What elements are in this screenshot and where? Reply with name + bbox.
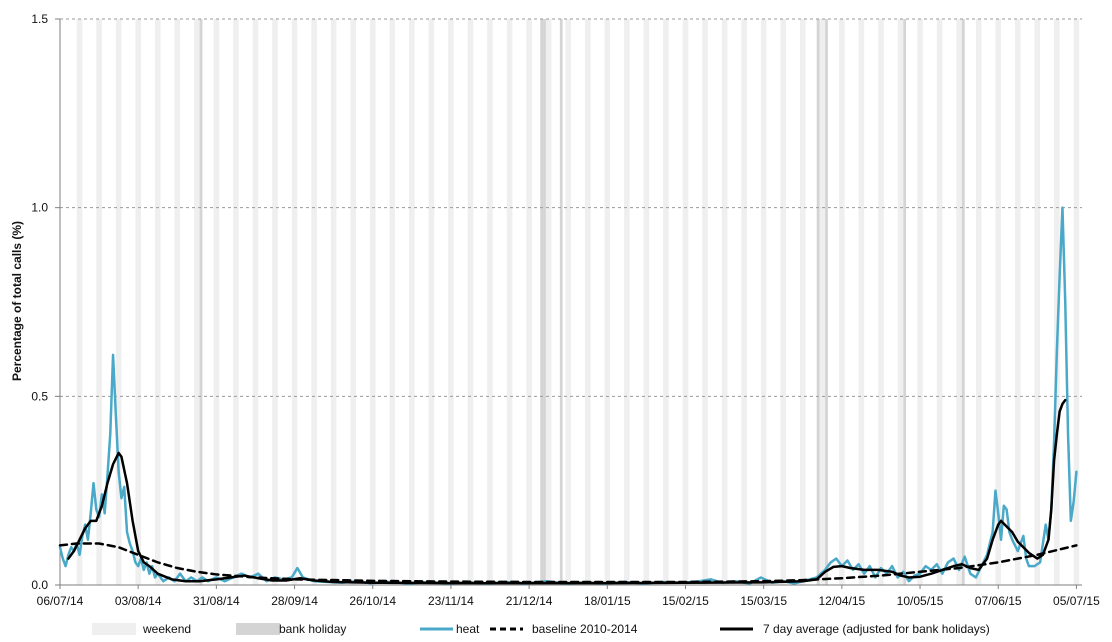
y-axis-title: Percentage of total calls (%) <box>10 221 24 381</box>
weekend-band <box>858 19 865 585</box>
weekend-band <box>487 19 493 585</box>
x-tick-label: 12/04/15 <box>818 594 865 608</box>
x-tick-label: 05/07/15 <box>1053 594 1100 608</box>
legend-label: bank holiday <box>279 622 346 636</box>
weekend-band <box>878 19 884 585</box>
series-line-2 <box>67 398 1067 585</box>
x-tick-label: 26/10/14 <box>349 594 396 608</box>
weekend-band <box>721 19 728 585</box>
series-line-1 <box>58 542 1078 584</box>
y-tick-label: 0.0 <box>31 578 48 592</box>
x-tick-label: 15/03/15 <box>740 594 787 608</box>
weekend-band <box>995 19 1002 585</box>
bank-holiday-band <box>543 19 546 585</box>
x-tick-label: 07/06/15 <box>975 594 1022 608</box>
legend-swatch <box>236 623 280 635</box>
axes <box>55 18 1082 589</box>
weekend-band <box>819 19 826 585</box>
weekend-band <box>1073 19 1080 585</box>
weekend-band <box>154 19 161 585</box>
x-tick-label: 15/02/15 <box>662 594 709 608</box>
bank-holiday-band <box>825 19 828 585</box>
weekend-band <box>780 19 787 585</box>
legend-swatch <box>92 623 136 635</box>
legend-label: 7 day average (adjusted for bank holiday… <box>763 622 990 636</box>
weekend-band <box>682 19 689 585</box>
y-tick-label: 0.5 <box>31 389 48 403</box>
weekend-band <box>643 19 650 585</box>
weekend-band <box>545 19 552 585</box>
weekend-band <box>233 19 239 585</box>
series-lines <box>58 206 1078 585</box>
weekend-band <box>369 19 376 585</box>
x-tick-labels: 06/07/14 03/08/14 31/08/14 28/09/14 26/10/14… <box>37 594 1100 608</box>
weekend-band <box>526 19 532 585</box>
weekend-band <box>76 19 83 585</box>
weekend-band <box>1034 19 1041 585</box>
weekend-band <box>917 19 923 585</box>
x-tick-label: 23/11/14 <box>428 594 474 608</box>
weekend-band <box>467 19 474 585</box>
weekend-band <box>330 19 337 585</box>
weekend-band <box>565 19 571 585</box>
weekend-band <box>799 19 806 585</box>
weekend-band <box>506 19 513 585</box>
weekend-band <box>956 19 962 585</box>
weekend-band <box>897 19 904 585</box>
weekend-band <box>213 19 220 585</box>
y-tick-labels: 0.0 0.5 1.0 1.5 <box>31 12 48 592</box>
x-tick-label: 10/05/15 <box>897 594 944 608</box>
weekend-band <box>428 19 435 585</box>
weekend-band <box>584 19 591 585</box>
x-tick-label: 21/12/14 <box>506 594 553 608</box>
weekend-band <box>1054 19 1060 585</box>
weekend-band <box>604 19 611 585</box>
weekend-band <box>409 19 415 585</box>
weekend-band <box>741 19 747 585</box>
bank-holiday-band <box>961 19 965 585</box>
weekend-band <box>350 19 356 585</box>
weekend-band <box>663 19 669 585</box>
legend-label: baseline 2010-2014 <box>532 622 638 636</box>
weekend-band <box>624 19 630 585</box>
legend: weekend bank holiday heat baseline 2010-201… <box>92 622 990 636</box>
x-tick-label: 03/08/14 <box>115 594 162 608</box>
x-tick-label: 18/01/15 <box>584 594 631 608</box>
gridlines <box>60 18 1082 397</box>
x-tick-label: 31/08/14 <box>193 594 240 608</box>
x-tick-label: 28/09/14 <box>271 594 318 608</box>
legend-label: heat <box>456 622 480 636</box>
weekend-band <box>252 19 259 585</box>
weekend-band <box>311 19 317 585</box>
weekend-band <box>936 19 943 585</box>
weekend-band <box>272 19 278 585</box>
weekend-band <box>975 19 982 585</box>
bank-holiday-band <box>199 19 203 585</box>
y-tick-label: 1.0 <box>31 201 48 215</box>
bank-holiday-band <box>540 19 544 585</box>
weekend-band <box>1014 19 1021 585</box>
legend-label: weekend <box>142 622 191 636</box>
y-tick-label: 1.5 <box>31 12 48 26</box>
weekend-band <box>760 19 767 585</box>
weekend-band <box>702 19 708 585</box>
weekend-band <box>839 19 845 585</box>
bank-holiday-band <box>816 19 820 585</box>
weekend-band <box>194 19 200 585</box>
weekend-band <box>135 19 141 585</box>
bank-holiday-band <box>559 19 563 585</box>
weekend-band <box>115 19 122 585</box>
weekend-band <box>291 19 298 585</box>
shading-bands <box>76 19 1080 585</box>
bank-holiday-band <box>903 19 907 585</box>
weekend-band <box>389 19 396 585</box>
x-tick-label: 06/07/14 <box>37 594 84 608</box>
weekend-band <box>448 19 454 585</box>
weekend-band <box>96 19 102 585</box>
weekend-band <box>174 19 181 585</box>
